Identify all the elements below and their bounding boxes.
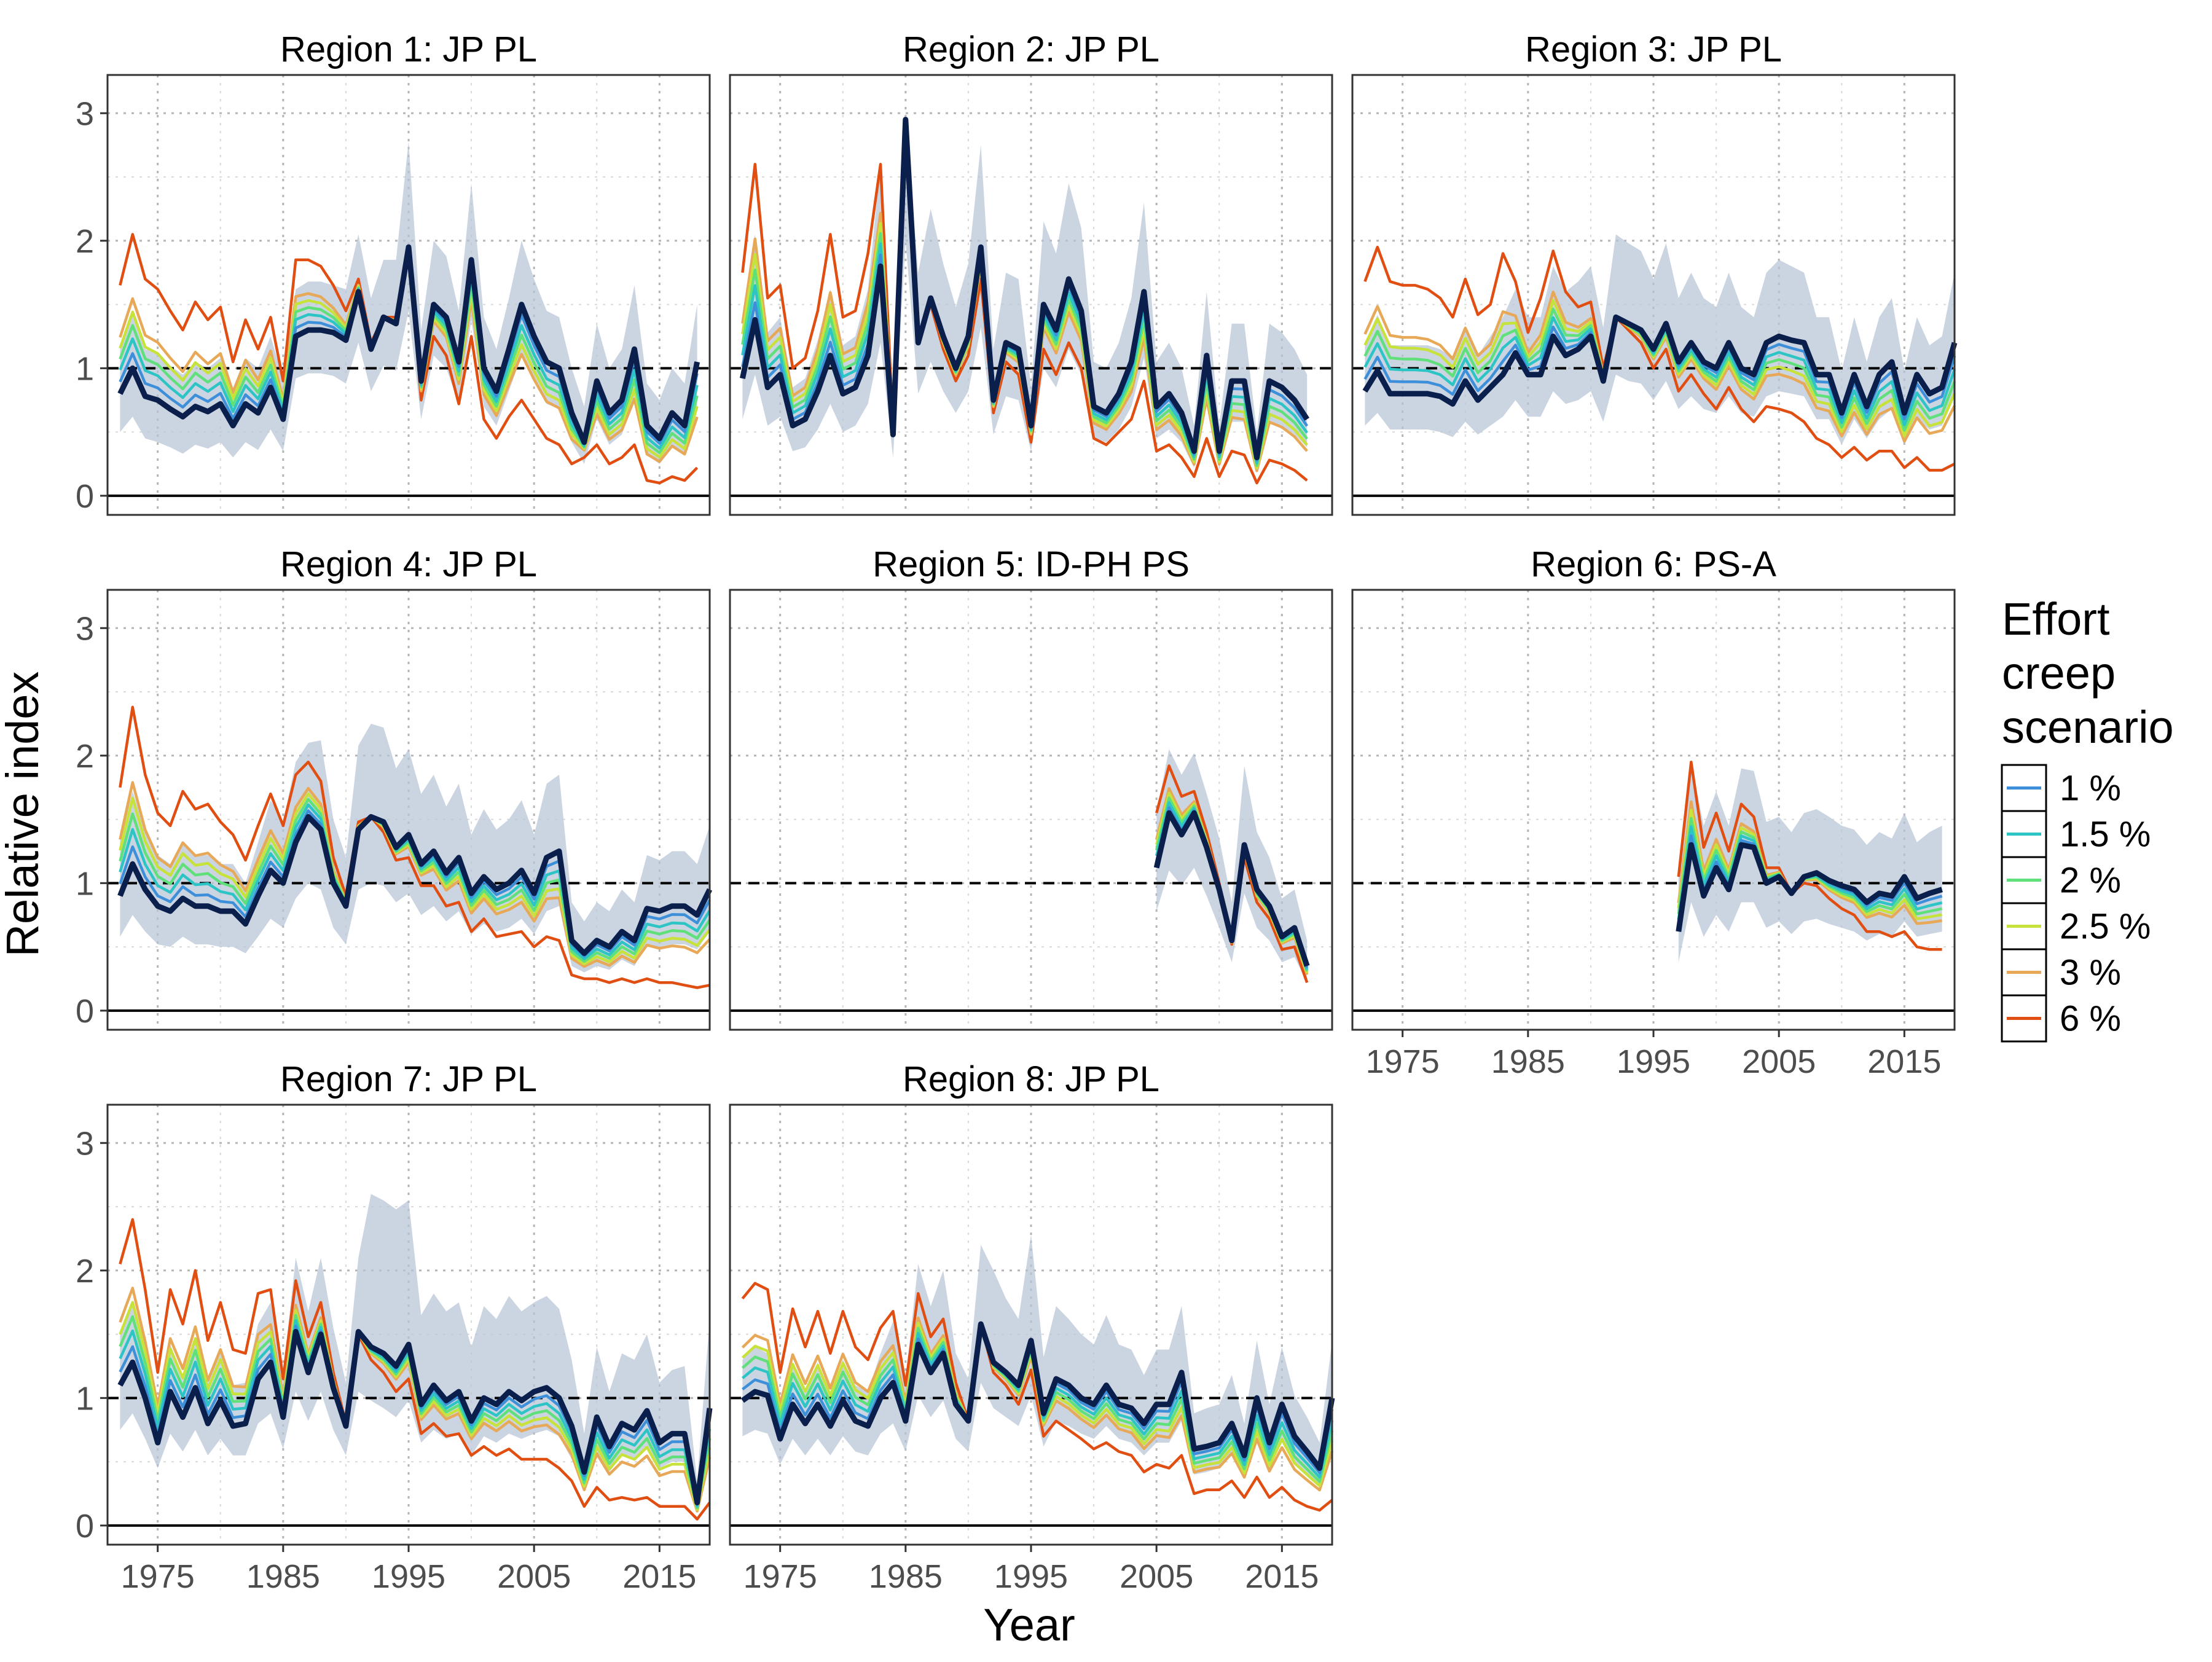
grid: [730, 590, 1332, 1030]
panel-border: [729, 74, 1333, 516]
legend-title: creep: [2002, 648, 2116, 699]
x-tick-label: 2015: [1867, 1043, 1941, 1080]
panel-title: Region 6: PS-A: [1531, 544, 1776, 584]
y-tick-label: 3: [76, 95, 94, 132]
panel-border: [1351, 74, 1956, 516]
panel-7: Region 7: JP PL 0 1 2 3 1975 1985 1995 2005 2015: [76, 1059, 713, 1595]
panel-3: Region 3: JP PL: [1351, 29, 1958, 516]
series-line-baseline: [117, 813, 713, 956]
grid: [108, 590, 710, 1030]
y-tick-label: 1: [76, 865, 94, 902]
y-tick-label: 0: [76, 993, 94, 1030]
x-tick-label: 1995: [1617, 1043, 1690, 1080]
panel-8: Region 8: JP PL 1975 1985 1995 2005 2015: [729, 1059, 1335, 1595]
x-axis-label: Year: [983, 1599, 1075, 1650]
x-tick-label: 2005: [1742, 1043, 1816, 1080]
x-tick-label: 1975: [1366, 1043, 1440, 1080]
panel-5: Region 5: ID-PH PS: [729, 544, 1333, 1031]
legend-label: 2 %: [2060, 861, 2121, 901]
grid: [1352, 75, 1955, 515]
panel-6: Region 6: PS-A 1975 1985 1995 2005 2015: [1351, 544, 1956, 1080]
panel-title: Region 5: ID-PH PS: [873, 544, 1190, 584]
x-tick-label: 1985: [246, 1558, 320, 1595]
legend-label: 2.5 %: [2060, 907, 2151, 947]
panel-title: Region 4: JP PL: [280, 544, 537, 584]
legend-label: 3 %: [2060, 953, 2121, 993]
panel-2: Region 2: JP PL: [729, 29, 1333, 516]
grid: [730, 1105, 1332, 1545]
x-tick-label: 1995: [994, 1558, 1068, 1595]
series-line-6pct: [741, 1282, 1333, 1512]
panel-title: Region 1: JP PL: [280, 29, 537, 69]
y-tick-label: 3: [76, 1125, 94, 1162]
panel-title: Region 3: JP PL: [1525, 29, 1782, 69]
panel-1: Region 1: JP PL 0 1 2 3: [76, 29, 711, 516]
series-line-baseline: [1362, 314, 1958, 416]
series-line-6pct: [119, 705, 710, 989]
series-line-baseline: [1153, 810, 1310, 967]
series-line-baseline: [1676, 842, 1943, 932]
x-tick-label: 2015: [622, 1558, 696, 1595]
y-tick-label: 3: [76, 610, 94, 647]
x-tick-label: 1985: [1491, 1043, 1565, 1080]
series-line-6pct: [119, 1218, 711, 1521]
y-tick-label: 2: [76, 1253, 94, 1290]
panel-border: [106, 74, 711, 516]
legend-title: Effort: [2002, 594, 2110, 645]
series-line-baseline: [117, 244, 700, 445]
legend-label: 1.5 %: [2060, 815, 2151, 855]
x-tick-label: 2015: [1245, 1558, 1319, 1595]
x-tick-label: 1975: [743, 1558, 817, 1595]
grid: [1352, 590, 1955, 1030]
panel-title: Region 7: JP PL: [280, 1059, 537, 1099]
y-axis-label: Relative index: [0, 672, 48, 957]
series-line-6pct: [741, 118, 1308, 485]
y-tick-label: 2: [76, 223, 94, 260]
series-line-6pct: [1363, 245, 1956, 472]
y-tick-label: 1: [76, 350, 94, 387]
series-line-6pct: [1155, 764, 1309, 983]
y-tick-label: 0: [76, 478, 94, 515]
legend-label: 6 %: [2060, 999, 2121, 1039]
panel-4: Region 4: JP PL 0 1 2 3: [76, 544, 713, 1031]
x-tick-label: 1995: [372, 1558, 445, 1595]
legend-label: 1 %: [2060, 769, 2121, 809]
x-tick-label: 1985: [869, 1558, 943, 1595]
series-line-baseline: [739, 117, 1309, 461]
panel-title: Region 2: JP PL: [903, 29, 1159, 69]
x-tick-label: 2005: [1120, 1558, 1193, 1595]
series-line-baseline: [740, 1321, 1335, 1471]
legend-title: scenario: [2002, 702, 2174, 753]
y-tick-label: 2: [76, 738, 94, 775]
panel-border: [106, 589, 711, 1031]
y-tick-label: 0: [76, 1508, 94, 1545]
x-tick-label: 2005: [497, 1558, 571, 1595]
y-tick-label: 1: [76, 1380, 94, 1417]
confidence-ribbon: [742, 113, 1308, 473]
series-line-6pct: [1677, 760, 1942, 951]
panel-title: Region 8: JP PL: [903, 1059, 1159, 1099]
grid: [108, 1105, 710, 1545]
panel-border: [729, 589, 1333, 1031]
series-line-baseline: [117, 1328, 713, 1505]
x-tick-label: 1975: [121, 1558, 195, 1595]
